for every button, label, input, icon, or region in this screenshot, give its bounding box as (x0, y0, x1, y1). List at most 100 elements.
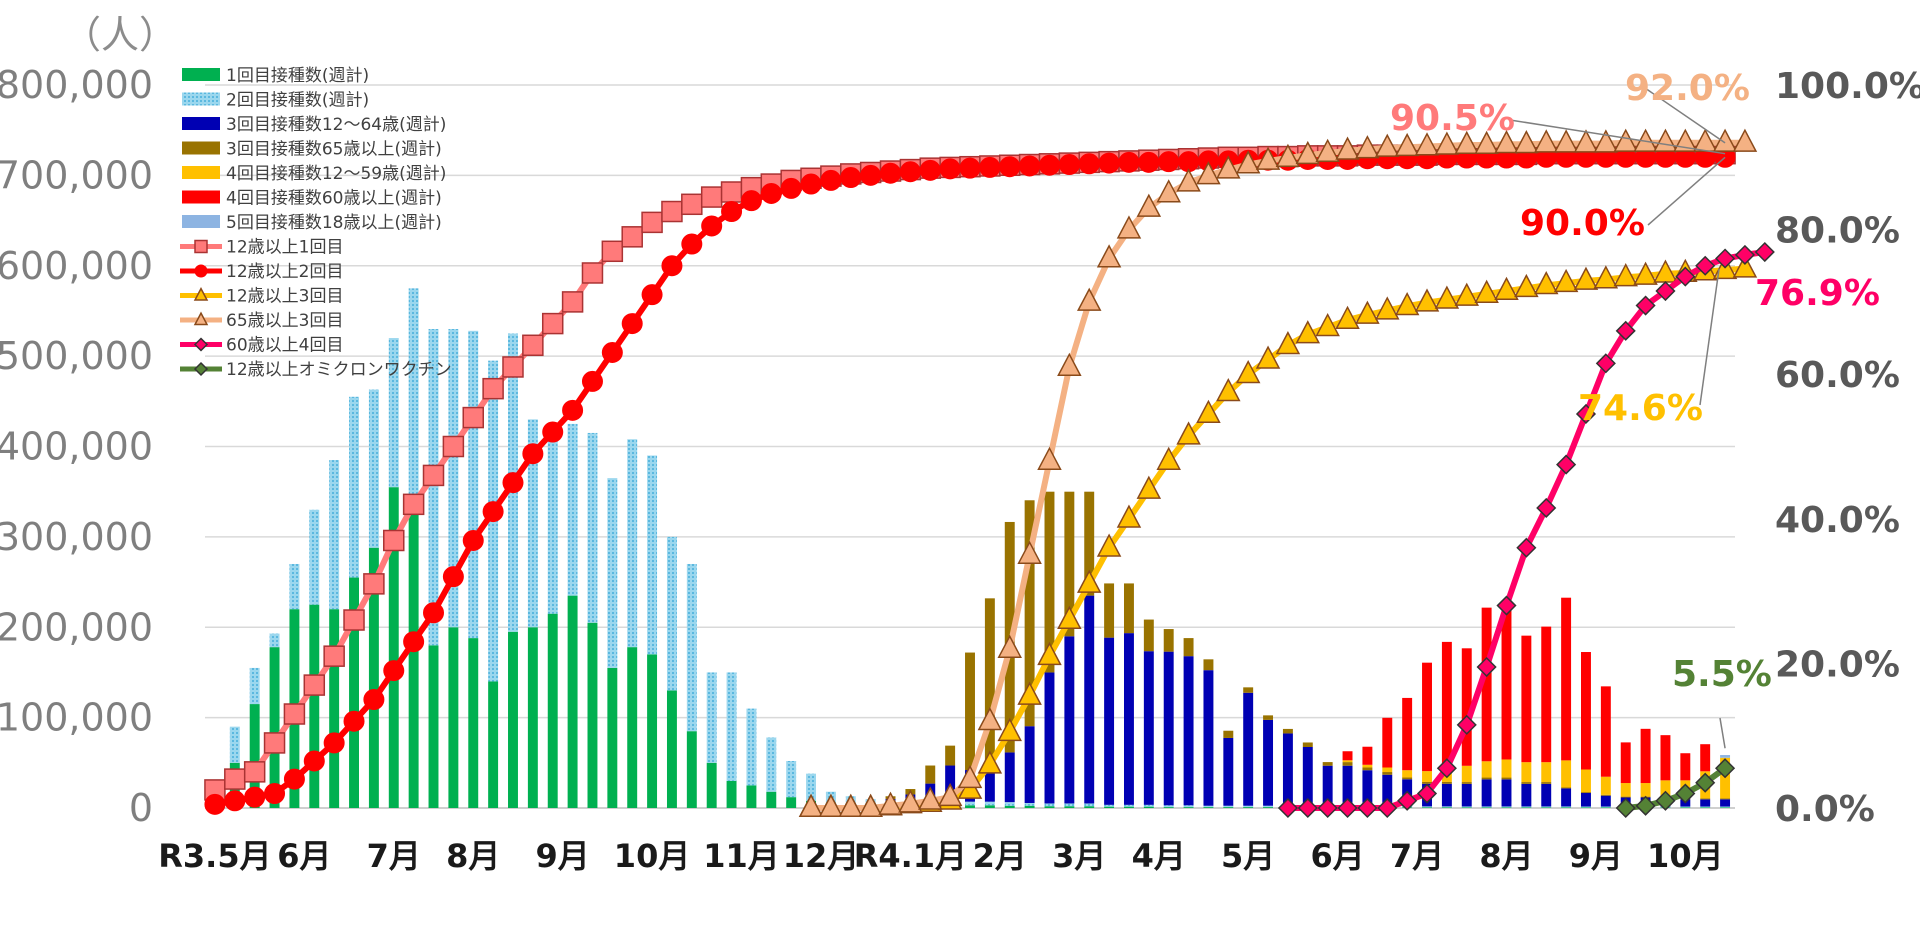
point (1076, 569, 1102, 593)
point (1377, 797, 1398, 819)
legend-swatch (182, 141, 220, 155)
point (244, 786, 266, 808)
bar (1541, 806, 1552, 808)
bar (1044, 806, 1055, 808)
bar (1104, 806, 1115, 808)
bar (965, 805, 975, 808)
bar (1104, 583, 1115, 638)
bar (1342, 760, 1353, 763)
point (937, 782, 963, 807)
legend-item: 60歳以上4回目 (180, 336, 343, 356)
point (1375, 296, 1400, 320)
annotation-label: 90.0% (1520, 156, 1726, 244)
bar (1084, 491, 1095, 596)
legend-label: 12歳以上3回目 (226, 287, 343, 307)
x-tick-label: R4.1月 (854, 837, 967, 875)
point (303, 674, 326, 696)
annotation-label: 76.9% (1755, 273, 1880, 314)
bar (806, 773, 817, 801)
point (1357, 797, 1378, 819)
line-series-4 (1277, 241, 1775, 819)
bar (1581, 807, 1591, 808)
point (1695, 255, 1716, 276)
bar (1501, 806, 1512, 808)
bar (1541, 783, 1552, 807)
point (878, 791, 903, 815)
point (1078, 153, 1100, 175)
bar (1024, 500, 1035, 727)
y-axis: 0 100,000 200,000 300,000 400,000 500,000 600,… (0, 13, 177, 830)
x-tick-label: 8月 (1479, 837, 1533, 875)
legend-item: 12歳以上1回目 (180, 238, 343, 258)
legend-swatch (182, 190, 220, 204)
bar (349, 396, 359, 578)
point (1613, 128, 1638, 152)
point (1058, 154, 1080, 176)
point (1655, 280, 1676, 302)
bar (1620, 742, 1631, 784)
legend-label: 65歳以上3回目 (226, 311, 343, 331)
point (1454, 130, 1479, 155)
point (1454, 282, 1479, 306)
point (323, 645, 345, 667)
bar (1123, 806, 1134, 808)
point (820, 169, 842, 191)
bar (1084, 806, 1095, 808)
x-tick-label: 6月 (1310, 837, 1364, 875)
bar (766, 737, 777, 792)
bar (1660, 780, 1671, 799)
point (193, 311, 209, 326)
bar (786, 797, 797, 808)
bar (1441, 806, 1452, 808)
bar (1541, 807, 1552, 808)
point (1176, 168, 1201, 192)
bar (1382, 774, 1393, 807)
point (1176, 421, 1201, 445)
bar (786, 761, 797, 798)
point (1655, 790, 1676, 811)
point (1414, 132, 1440, 156)
bar-series-4 (1342, 757, 1731, 799)
point (1593, 129, 1619, 153)
bar (1203, 805, 1214, 808)
point (561, 291, 584, 313)
bar (1581, 806, 1591, 808)
point (1317, 797, 1338, 819)
bar (269, 633, 280, 648)
bar (1680, 806, 1691, 808)
bar (1481, 779, 1492, 807)
point (1057, 605, 1082, 630)
bar (1322, 765, 1333, 807)
bar (1441, 641, 1452, 769)
bar (428, 329, 439, 646)
bar (627, 439, 638, 648)
bar (666, 690, 677, 808)
y2-axis: 0.0% 20.0% 40.0% 60.0% 80.0% 100.0% (1775, 66, 1920, 830)
point (1474, 279, 1499, 303)
point (542, 421, 564, 443)
x-tick-label: 7月 (1390, 837, 1444, 875)
point (1615, 320, 1636, 341)
legend-swatch (182, 68, 220, 81)
point (1216, 378, 1241, 402)
bar (388, 338, 399, 488)
point (383, 529, 405, 552)
bar (1521, 635, 1532, 763)
legend-item: 12歳以上2回目 (180, 262, 343, 282)
bar (1461, 806, 1472, 808)
bar (1064, 806, 1075, 808)
bar (1084, 595, 1095, 804)
legend-item: 3回目接種数12～64歳(週計) (182, 115, 446, 135)
point (1633, 261, 1658, 285)
point (1118, 151, 1140, 173)
y-tick-label: 500,000 (0, 334, 153, 378)
bar (329, 460, 340, 610)
point (701, 215, 723, 237)
bar (1700, 744, 1711, 772)
bar (1163, 805, 1174, 808)
x-tick-label: 5月 (1221, 837, 1275, 875)
point (363, 573, 385, 595)
point (661, 255, 683, 277)
bar (1143, 806, 1154, 808)
point (442, 435, 465, 458)
